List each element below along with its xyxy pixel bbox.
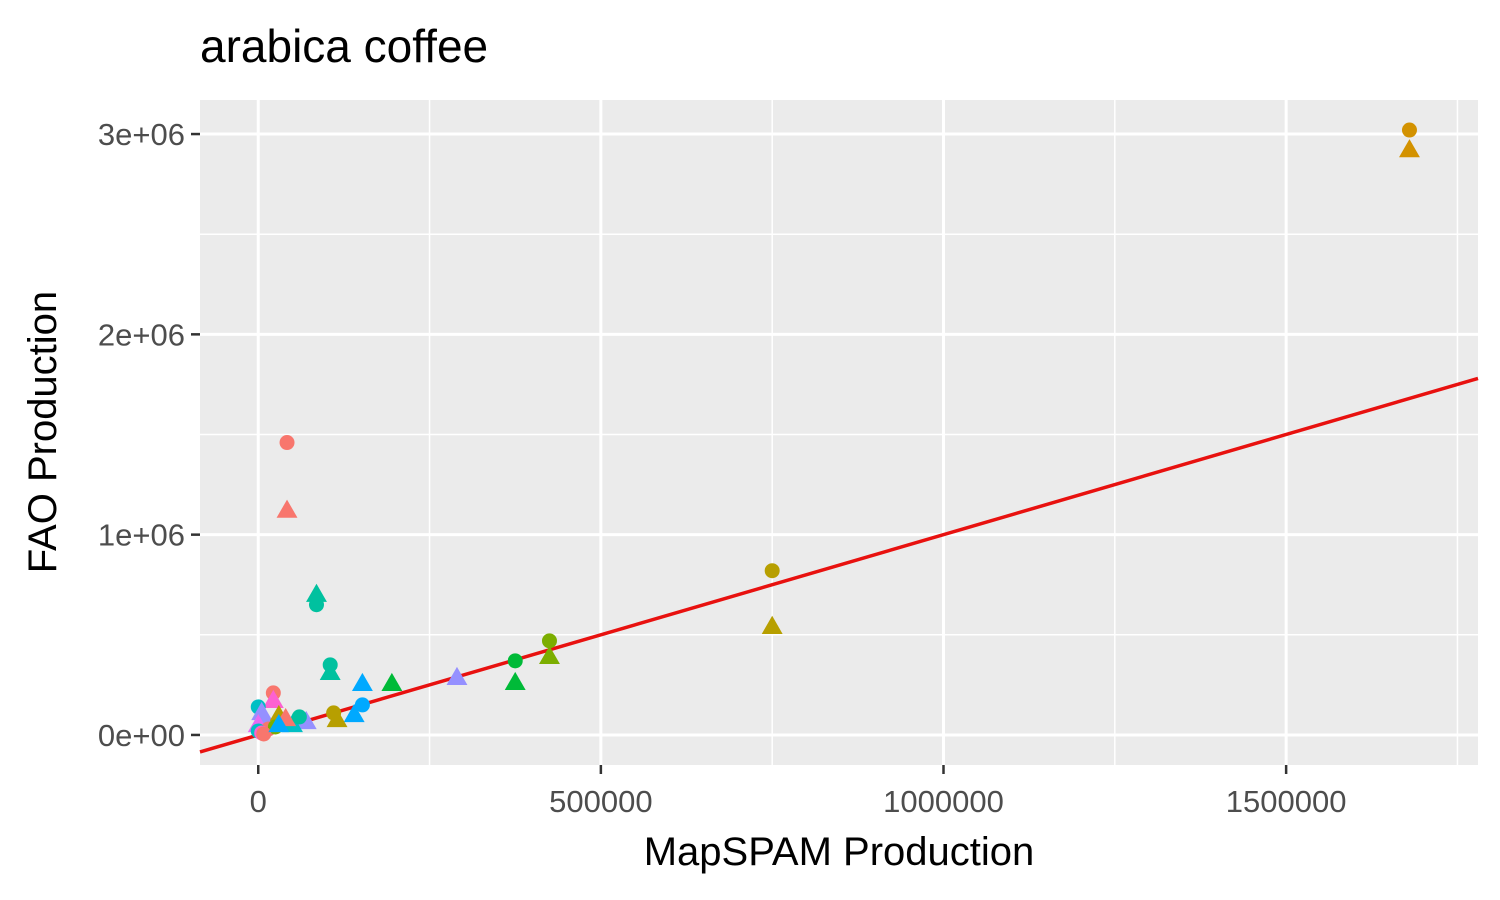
x-tick-label: 1500000 [1226,784,1347,819]
y-tick-label: 2e+06 [98,317,185,352]
data-point-triangle [262,689,284,709]
data-point-triangle [326,708,348,728]
data-point-triangle [319,661,341,681]
data-point-triangle [539,645,560,664]
major-gridlines [200,100,1478,765]
x-axis-title: MapSPAM Production [644,830,1035,874]
data-point-triangle [446,666,468,686]
x-tick-label: 0 [250,784,267,819]
y-tick-label: 1e+06 [98,518,185,553]
reference-line [199,376,1479,754]
data-point-circle [354,697,370,713]
minor-gridlines [200,100,1478,765]
reference-line-group [199,376,1479,754]
data-points [247,122,1420,742]
data-point-triangle [276,499,298,518]
y-axis-title: FAO Production [21,291,65,573]
data-point-circle [256,726,272,742]
data-point-triangle [1399,139,1420,158]
chart-title: arabica coffee [200,20,488,72]
data-point-circle [308,597,324,613]
data-point-triangle [381,672,403,692]
x-tick-label: 500000 [549,784,652,819]
data-point-triangle [343,703,365,723]
x-axis-ticks: 0 500000 1000000 1500000 [250,765,1347,819]
data-point-triangle [306,583,327,602]
data-point-circle [291,709,307,725]
y-axis-ticks: 0e+00 1e+06 2e+06 3e+06 [98,117,200,753]
data-point-triangle [295,710,317,730]
x-tick-label: 1000000 [883,784,1004,819]
y-tick-label: 3e+06 [98,117,185,152]
data-point-circle [279,435,295,451]
data-point-circle [1401,122,1417,138]
data-point-circle [541,633,557,649]
data-point-triangle [761,615,783,634]
data-point-triangle [268,713,290,733]
data-point-triangle [351,672,373,692]
y-tick-label: 0e+00 [98,718,185,753]
data-point-triangle [504,671,526,691]
data-point-circle [764,563,780,579]
plot-panel [200,100,1478,765]
data-point-circle [507,653,523,669]
